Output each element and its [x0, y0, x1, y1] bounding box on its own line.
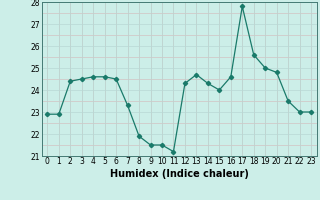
X-axis label: Humidex (Indice chaleur): Humidex (Indice chaleur)	[110, 169, 249, 179]
